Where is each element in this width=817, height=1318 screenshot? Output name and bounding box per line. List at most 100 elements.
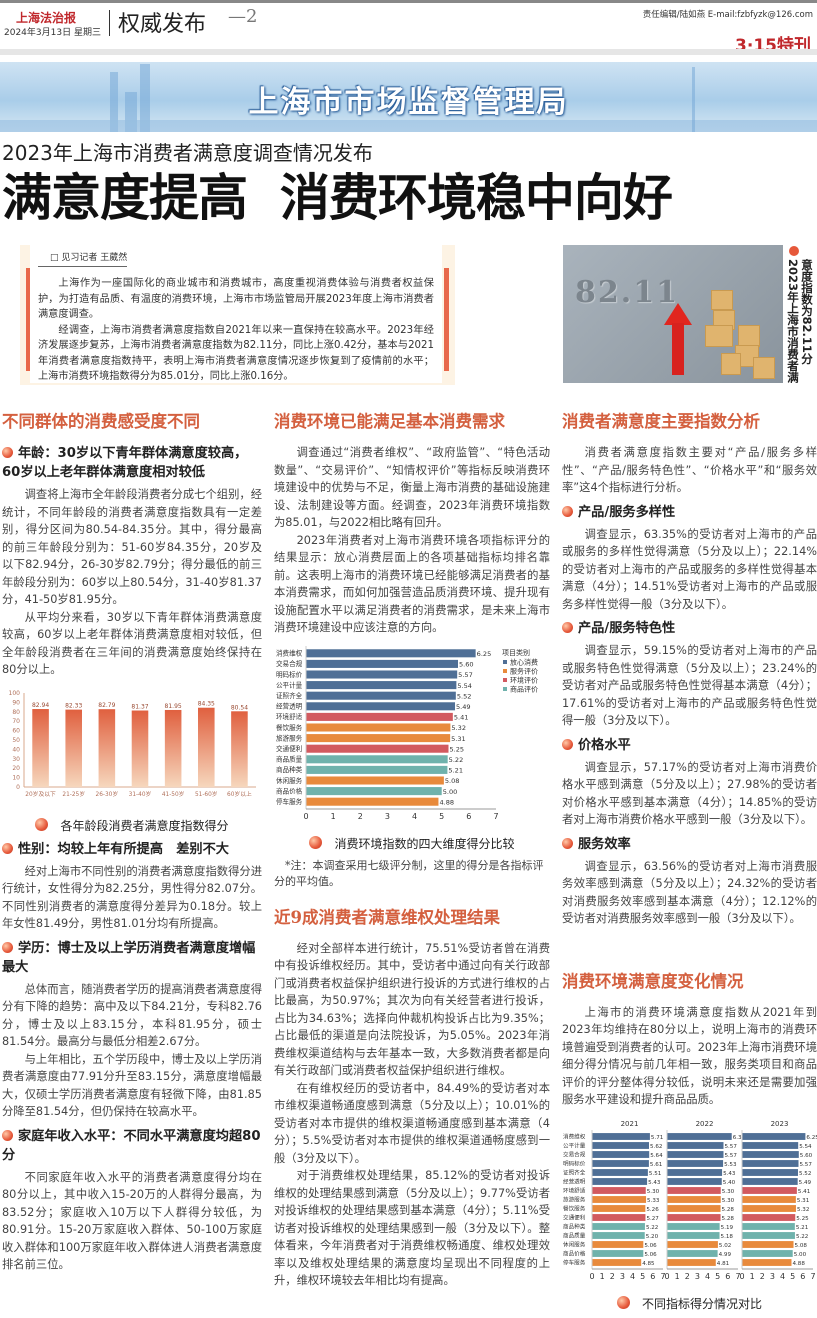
chart-caption-text: 不同指标得分情况对比 (641, 1296, 762, 1311)
bar-value-label: 5.51 (649, 1170, 662, 1176)
bar-value-label: 5.57 (724, 1143, 737, 1149)
column-middle: 消费环境已能满足基本消费需求 调查通过“消费者维权”、“政府监管”、“特色活动数量… (274, 408, 550, 1290)
bar-value-label: 5.52 (799, 1170, 811, 1176)
x-tick-label: 7 (810, 1272, 815, 1281)
bullet-dot-icon (309, 835, 323, 849)
bar (306, 648, 476, 657)
bar-value-label: 4.88 (792, 1260, 805, 1266)
bar (592, 1213, 646, 1221)
bar-value-label: 5.49 (799, 1179, 812, 1185)
bar-value-label: 4.99 (719, 1251, 732, 1257)
bullet-dot-icon (35, 817, 49, 831)
x-tick-label: 4 (780, 1272, 785, 1281)
x-tick-label: 51-60岁 (195, 790, 218, 798)
x-tick-label: 3 (695, 1272, 700, 1281)
skyline-building (110, 72, 118, 132)
x-tick-label: 1 (750, 1272, 755, 1281)
bar (306, 712, 453, 721)
parcel-box (721, 353, 741, 375)
chart-container: 0 10 20 30 40 50 60 70 80 90 100 82.94 20岁及以下 82.33 21… (2, 687, 262, 813)
body-paragraph: 在有维权经历的受访者中，84.49%的受访者对本市维权渠道畅通度感到满意（5分及… (274, 1081, 550, 1165)
bar-value-label: 5.27 (646, 1215, 659, 1221)
bar (592, 1141, 650, 1149)
body-paragraph: 2023年消费者对上海市消费环境各项指标评分的结果显示：放心消费层面上的各项基础… (274, 533, 550, 635)
byline-text: 见习记者 王葳然 (61, 253, 128, 263)
body-paragraph: 消费者满意度指数主要对“产品/服务多样性”、“产品/服务特色性”、“价格水平”和… (562, 446, 817, 494)
subsection-heading-text: 服务效率 (578, 836, 631, 852)
bar-value-label: 5.52 (457, 692, 472, 700)
parcel-box (753, 357, 775, 379)
bar-value-label: 5.25 (796, 1215, 809, 1221)
category-label: 商品种类 (563, 1222, 586, 1230)
bar (306, 659, 458, 668)
bar-value-label: 6.25 (806, 1134, 817, 1140)
category-label: 餐饮服务 (276, 722, 303, 731)
intro-box: □ 见习记者 王葳然 上海作为一座国际化的商业城市和消费城市，高度重视消费体验与… (20, 245, 455, 385)
category-label: 商品价格 (563, 1249, 586, 1257)
body-paragraph: 与上年相比，五个学历段中，博士及以上学历消费者满意度由77.91分升至83.15… (2, 1052, 262, 1119)
bar-value-label: 5.32 (451, 724, 466, 732)
issue-date: 2024年3月13日 星期三 (4, 28, 101, 38)
bar-value-label: 5.57 (724, 1152, 737, 1158)
category-label: 环境舒适 (276, 712, 303, 721)
bar (742, 1159, 799, 1167)
x-tick-label: 3 (385, 812, 390, 821)
bar-value-label: 4.88 (439, 798, 454, 806)
subsection-heading-text: 产品/服务特色性 (578, 621, 676, 636)
bar (742, 1168, 798, 1176)
legend-swatch (503, 677, 507, 682)
category-label: 公平计量 (563, 1141, 586, 1149)
photo-number: 82.11 (575, 275, 679, 310)
bar (592, 1240, 644, 1248)
bullet-dot-icon (789, 246, 799, 256)
bar (306, 733, 451, 742)
category-label: 环境舒适 (563, 1186, 586, 1194)
bullet-dot-icon (2, 941, 13, 953)
x-tick-label: 26-30岁 (96, 790, 119, 798)
x-tick-label: 5 (790, 1272, 795, 1281)
x-tick-label: 41-50岁 (162, 790, 185, 798)
bar-value-label: 5.18 (721, 1233, 734, 1239)
skyline-building (140, 64, 150, 132)
bar-value-label: 5.21 (796, 1224, 809, 1230)
bullet-dot-icon (616, 1295, 630, 1309)
headline: 满意度提高 消费环境稳中向好 (2, 168, 673, 227)
bar (592, 1195, 647, 1203)
category-label: 商品质量 (563, 1231, 586, 1239)
bar (742, 1177, 798, 1185)
bar (742, 1141, 799, 1149)
x-tick-label: 0 (739, 1272, 744, 1281)
bar-value-label: 5.00 (794, 1251, 807, 1257)
tv-tower (692, 67, 695, 132)
y-tick-label: 20 (12, 765, 20, 772)
bar (742, 1204, 796, 1212)
legend-item: 放心消费 (510, 657, 538, 666)
legend-swatch (503, 686, 507, 691)
category-label: 交易合规 (276, 659, 303, 668)
bar-value-label: 4.81 (717, 1260, 730, 1266)
bar-value-label: 5.31 (451, 734, 466, 742)
chart-caption: 各年龄段消费者满意度指数得分 (2, 817, 262, 834)
bar-value-label: 5.40 (723, 1179, 736, 1185)
banner-title: 上海市市场监督管理局 (248, 85, 569, 120)
bar-value-label: 5.22 (796, 1233, 808, 1239)
x-tick-label: 4 (630, 1272, 635, 1281)
bullet-dot-icon (562, 622, 573, 633)
bar (667, 1132, 732, 1140)
section-title: 权威发布 (118, 12, 207, 37)
bar (592, 1204, 646, 1212)
y-tick-label: 30 (12, 755, 20, 762)
x-tick-label: 21-25岁 (62, 790, 85, 798)
x-tick-label: 0 (303, 812, 308, 821)
bar (592, 1258, 642, 1266)
x-tick-label: 5 (640, 1272, 645, 1281)
bar (306, 786, 442, 795)
accent-bar (26, 268, 31, 371)
bar (306, 701, 456, 710)
bullet-dot-icon (2, 447, 13, 458)
bar (231, 710, 248, 787)
subsection-heading-text: 产品/服务多样性 (578, 504, 676, 520)
subsection-heading-text: 性别：均较上年有所提高 差别不大 (18, 841, 229, 857)
photo-caption: 2023年上海市消费者满意度指数为82.11分 (786, 259, 814, 384)
